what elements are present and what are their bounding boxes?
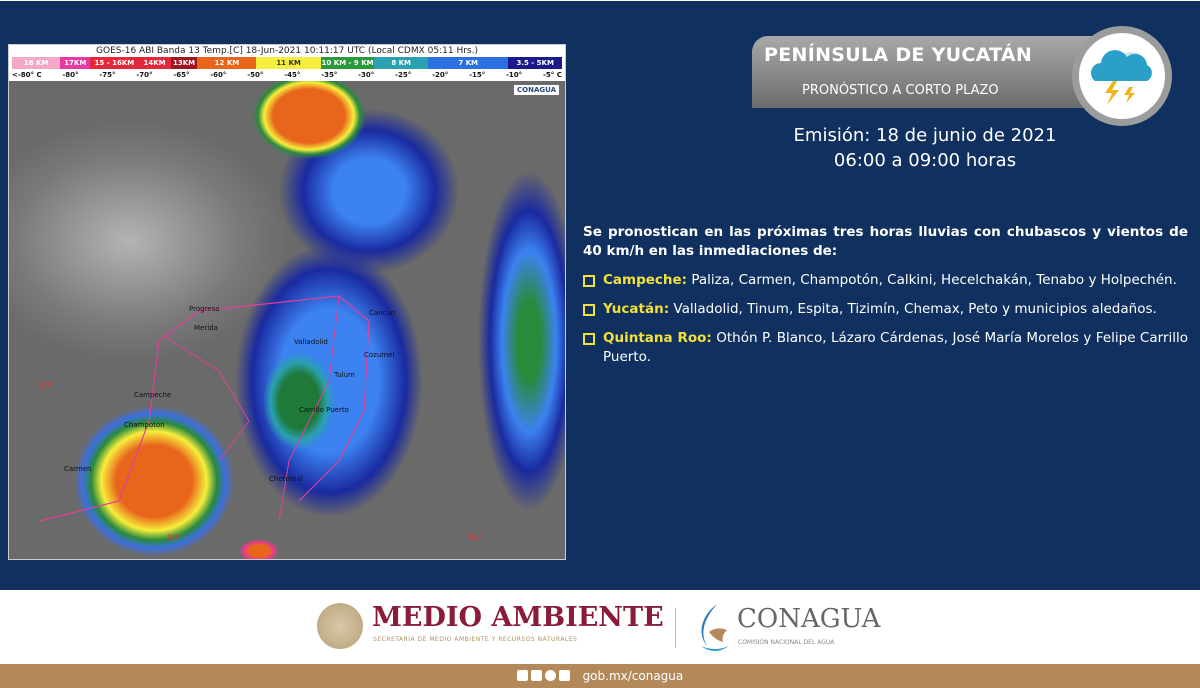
temperature-tick: -10° xyxy=(506,71,523,79)
title-banner: PENÍNSULA DE YUCATÁN PRONÓSTICO A CORTO … xyxy=(752,36,1092,108)
checkbox-bullet-icon xyxy=(583,333,595,345)
website-link[interactable]: gob.mx/conagua xyxy=(582,669,684,683)
place-label: Merida xyxy=(194,324,218,332)
facebook-icon[interactable] xyxy=(516,670,528,681)
temperature-tick: -65° xyxy=(173,71,190,79)
temperature-scale: <-80° C -80° -75° -70° -65° -60° -50° -45° -35° -… xyxy=(12,69,562,81)
place-label: Cozumel xyxy=(364,351,395,359)
checkbox-bullet-icon xyxy=(583,275,595,287)
mexico-seal-icon xyxy=(317,603,363,649)
temperature-tick: -20° xyxy=(432,71,449,79)
footer-bar: gob.mx/conagua xyxy=(0,664,1200,688)
temperature-tick: -25° xyxy=(395,71,412,79)
state-name: Campeche: xyxy=(603,272,688,288)
place-label: Champoton xyxy=(124,421,165,429)
legend-swatch: 11 KM xyxy=(256,57,321,69)
instagram-icon[interactable] xyxy=(544,670,556,681)
page-subtitle: PRONÓSTICO A CORTO PLAZO xyxy=(802,83,999,98)
legend-swatch: 3.5 - 5KM xyxy=(508,57,562,69)
temperature-tick: -80° xyxy=(62,71,79,79)
time-range: 06:00 a 09:00 horas xyxy=(833,150,1017,171)
place-label: Carmen xyxy=(64,465,92,473)
twitter-icon[interactable] xyxy=(530,670,542,681)
temperature-tick: -50° xyxy=(247,71,264,79)
conagua-watermark: CONAGUA xyxy=(514,85,559,95)
temperature-tick: -75° xyxy=(99,71,116,79)
main-panel: GOES-16 ABI Banda 13 Temp.[C] 18-Jun-202… xyxy=(0,0,1200,590)
legend-swatch: 12 KM xyxy=(197,57,257,69)
satellite-map: CONAGUA Progreso Merida Valladolid Cancu… xyxy=(9,81,565,559)
temperature-tick: -15° xyxy=(469,71,486,79)
temperature-tick: -30° xyxy=(358,71,375,79)
temperature-tick: -35° xyxy=(321,71,338,79)
place-label: Campeche xyxy=(134,391,172,399)
legend-swatch: 8 KM xyxy=(374,57,428,69)
temperature-tick: -45° xyxy=(284,71,301,79)
divider xyxy=(675,608,676,648)
issue-date: Emisión: 18 de junio de 2021 xyxy=(793,125,1057,146)
latitude-label: 20° xyxy=(39,381,54,390)
footer-logos: MEDIO AMBIENTE SECRETARÍA DE MEDIO AMBIE… xyxy=(0,590,1200,664)
legend-swatch: 13KM xyxy=(170,57,198,69)
forecast-intro: Se pronostican en las próximas tres hora… xyxy=(583,224,1188,259)
state-name: Yucatán: xyxy=(603,301,670,317)
medio-ambiente-logo: MEDIO AMBIENTE xyxy=(372,602,664,633)
forecast-item: Campeche: Paliza, Carmen, Champotón, Cal… xyxy=(583,271,1188,290)
temperature-tick: -5° C xyxy=(543,71,562,79)
place-label: Chetumal xyxy=(269,475,303,483)
municipalities: Othón P. Blanco, Lázaro Cárdenas, José M… xyxy=(603,330,1189,365)
legend-swatch: 17KM xyxy=(60,57,91,69)
forecast-item: Quintana Roo: Othón P. Blanco, Lázaro Cá… xyxy=(583,329,1188,367)
municipalities: Valladolid, Tinum, Espita, Tizimín, Chem… xyxy=(669,301,1157,317)
satellite-image: GOES-16 ABI Banda 13 Temp.[C] 18-Jun-202… xyxy=(8,44,566,560)
satellite-title: GOES-16 ABI Banda 13 Temp.[C] 18-Jun-202… xyxy=(96,46,478,56)
checkbox-bullet-icon xyxy=(583,304,595,316)
place-label: Valladolid xyxy=(294,338,328,346)
forecast-text: Se pronostican en las próximas tres hora… xyxy=(583,223,1188,377)
longitude-label: 90° xyxy=(167,533,182,542)
longitude-label: 85° xyxy=(469,533,484,542)
medio-ambiente-subtitle: SECRETARÍA DE MEDIO AMBIENTE Y RECURSOS … xyxy=(373,636,578,643)
legend-swatch: 18 KM xyxy=(12,57,61,69)
legend-swatch: 10 KM - 9 KM xyxy=(320,57,375,69)
municipalities: Paliza, Carmen, Champotón, Calkini, Hece… xyxy=(687,272,1177,288)
legend-swatch: 15 - 16KM xyxy=(90,57,139,69)
legend-swatch: 7 KM xyxy=(427,57,509,69)
youtube-icon[interactable] xyxy=(558,670,570,681)
color-legend: 18 KM 17KM 15 - 16KM 14KM 13KM 12 KM 11 KM 10 K… xyxy=(12,57,562,69)
state-name: Quintana Roo: xyxy=(603,330,712,346)
conagua-logo-icon xyxy=(701,604,729,651)
temperature-tick: -70° xyxy=(136,71,153,79)
storm-cloud-lightning-icon xyxy=(1072,26,1172,126)
place-label: Progreso xyxy=(189,305,220,313)
issue-info: Emisión: 18 de junio de 2021 06:00 a 09:… xyxy=(760,123,1090,173)
page-title: PENÍNSULA DE YUCATÁN xyxy=(764,44,1033,66)
legend-swatch: 14KM xyxy=(138,57,171,69)
conagua-logo-text: CONAGUA xyxy=(737,604,881,634)
place-label: Carrillo Puerto xyxy=(299,406,349,414)
state-borders xyxy=(38,295,370,522)
place-label: Cancun xyxy=(369,309,396,317)
place-label: Tulum xyxy=(334,371,355,379)
forecast-item: Yucatán: Valladolid, Tinum, Espita, Tizi… xyxy=(583,300,1188,319)
temperature-tick: -60° xyxy=(210,71,227,79)
temperature-tick: <-80° C xyxy=(12,71,42,79)
conagua-subtitle: COMISIÓN NACIONAL DEL AGUA xyxy=(738,639,835,646)
